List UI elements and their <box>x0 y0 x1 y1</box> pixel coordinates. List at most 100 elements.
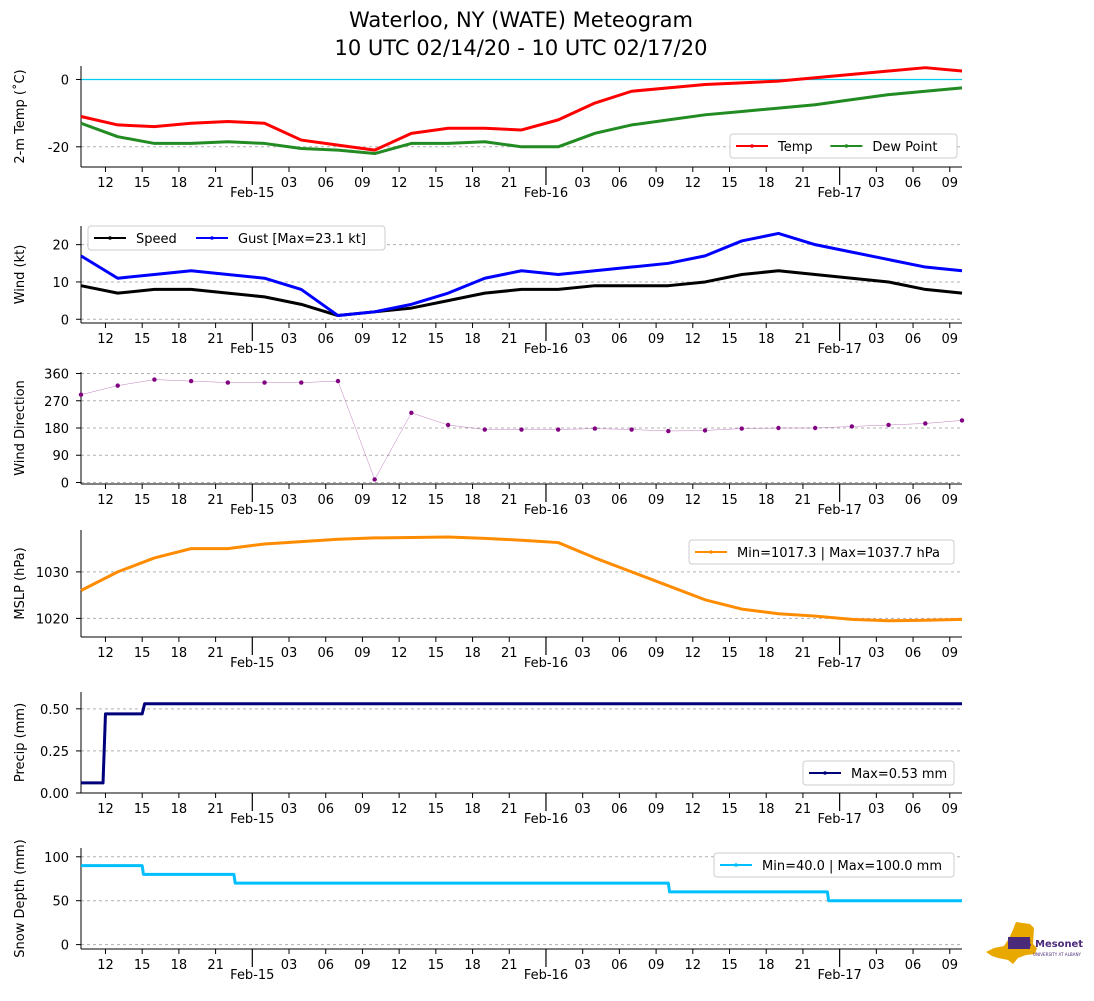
snow-legend-marker <box>734 863 738 867</box>
temp-panel: 0 -20 2-m Temp (˚C) 12 15 18 21 03 06 09 12 15 18 21 0… <box>12 66 963 201</box>
snow-xtick-label: 21 <box>501 958 518 973</box>
wind-xtick-label: 12 <box>685 332 702 347</box>
temp-xtick-label: 15 <box>721 176 738 191</box>
snow-ytick-label: 50 <box>52 895 69 910</box>
mslp-xtick-label: 06 <box>905 646 922 661</box>
precip-xtick-label: 12 <box>97 802 114 817</box>
wind-xtick-label: 18 <box>464 332 481 347</box>
snow-xtick-label: 12 <box>97 958 114 973</box>
precip-xtick-label: 12 <box>391 802 408 817</box>
snow-xtick-label: 12 <box>685 958 702 973</box>
mslp-xtick-label: 21 <box>207 646 224 661</box>
dir-point <box>959 418 965 423</box>
wind-xtick-label: 06 <box>317 332 334 347</box>
wind-speed-line <box>80 269 963 318</box>
precip-xtick-label: 12 <box>685 802 702 817</box>
temp-xtick-label: 15 <box>428 176 445 191</box>
precip-legend-label: Max=0.53 mm <box>851 767 947 782</box>
dir-day-label: Feb-15 <box>230 503 274 518</box>
wind-legend-box <box>87 225 386 251</box>
mslp-day-label: Feb-16 <box>524 656 568 671</box>
mslp-xtick-label: 03 <box>574 646 591 661</box>
precip-xtick-label: 03 <box>574 802 591 817</box>
dir-xtick-label: 21 <box>795 493 812 508</box>
precip-legend-marker <box>823 771 827 775</box>
precip-xtick-label: 15 <box>428 802 445 817</box>
chart-title-line2: 10 UTC 02/14/20 - 10 UTC 02/17/20 <box>335 36 708 60</box>
wind-legend-marker <box>108 236 112 240</box>
wind-xtick-label: 09 <box>941 332 958 347</box>
dir-xtick-label: 09 <box>648 493 665 508</box>
dir-xtick-label: 18 <box>464 493 481 508</box>
precip-xtick-label: 15 <box>721 802 738 817</box>
temp-xtick-label: 09 <box>941 176 958 191</box>
dir-xtick-label: 12 <box>685 493 702 508</box>
dir-xtick-label: 09 <box>941 493 958 508</box>
dir-xtick-label: 03 <box>574 493 591 508</box>
precip-xtick-label: 09 <box>648 802 665 817</box>
snow-xtick-label: 15 <box>721 958 738 973</box>
wind-xtick-label: 15 <box>721 332 738 347</box>
wind-panel: 0 10 20 Wind (kt) 12 15 18 21 03 06 09 12 15 18 21 03 06… <box>13 225 963 357</box>
temp-xtick-label: 03 <box>574 176 591 191</box>
temp-ytick-label: 0 <box>61 73 69 88</box>
snow-legend: Min=40.0 | Max=100.0 mm <box>713 852 955 878</box>
temp-xtick-label: 18 <box>758 176 775 191</box>
dir-xtick-label: 06 <box>905 493 922 508</box>
temp-day-label: Feb-17 <box>818 186 862 201</box>
snow-xtick-label: 03 <box>868 958 885 973</box>
temp-legend-marker <box>750 144 754 148</box>
mslp-legend-label: Min=1017.3 | Max=1037.7 hPa <box>737 546 940 561</box>
dir-xtick-label: 18 <box>171 493 188 508</box>
precip-ytick-label: 0.25 <box>40 745 69 760</box>
mslp-ylabel: MSLP (hPa) <box>13 547 28 619</box>
dir-point <box>262 380 267 385</box>
nys-mesonet-logo: NYS Mesonet UNIVERSITY AT ALBANY <box>986 922 1083 964</box>
snow-legend-box <box>713 852 955 878</box>
snow-day-label: Feb-15 <box>230 968 274 983</box>
wind-xtick-label: 12 <box>391 332 408 347</box>
wind-xtick-label: 03 <box>574 332 591 347</box>
dir-day-label: Feb-16 <box>524 503 568 518</box>
temp-legend-marker <box>844 144 849 148</box>
temp-legend: Temp Dew Point <box>729 133 958 159</box>
dir-xtick-label: 12 <box>391 493 408 508</box>
snow-ytick-label: 100 <box>44 851 69 866</box>
dir-xtick-label: 06 <box>611 493 628 508</box>
snow-xtick-label: 21 <box>207 958 224 973</box>
snow-xtick-label: 18 <box>171 958 188 973</box>
wind-xtick-label: 21 <box>501 332 518 347</box>
temp-xtick-label: 12 <box>97 176 114 191</box>
temp-day-label: Feb-16 <box>524 186 568 201</box>
snow-xtick-label: 12 <box>391 958 408 973</box>
mslp-xtick-label: 03 <box>868 646 885 661</box>
dir-ylabel: Wind Direction <box>13 380 28 476</box>
snow-ylabel: Snow Depth (mm) <box>13 839 28 957</box>
dir-xtick-label: 09 <box>354 493 371 508</box>
dir-point <box>78 392 84 397</box>
temp-xtick-label: 21 <box>207 176 224 191</box>
dir-point <box>299 380 304 385</box>
precip-xtick-label: 18 <box>464 802 481 817</box>
dir-point <box>519 427 524 432</box>
temp-xtick-label: 06 <box>905 176 922 191</box>
wind-xtick-label: 03 <box>868 332 885 347</box>
snow-panel: 0 50 100 Snow Depth (mm) 12 15 18 21 03 06 09 12 15 1… <box>13 839 962 983</box>
wind-ylabel: Wind (kt) <box>13 245 28 305</box>
mslp-xtick-label: 21 <box>795 646 812 661</box>
mslp-xtick-label: 09 <box>941 646 958 661</box>
snow-xtick-label: 15 <box>134 958 151 973</box>
mslp-xtick-label: 03 <box>281 646 298 661</box>
mslp-xtick-label: 06 <box>317 646 334 661</box>
wind-xtick-label: 15 <box>428 332 445 347</box>
dir-point <box>482 427 487 432</box>
snow-xtick-label: 06 <box>611 958 628 973</box>
snow-xtick-label: 18 <box>758 958 775 973</box>
mslp-xtick-label: 15 <box>134 646 151 661</box>
wind-legend: Speed Gust [Max=23.1 kt] <box>87 225 386 251</box>
dir-xtick-label: 21 <box>207 493 224 508</box>
precip-xtick-label: 06 <box>611 802 628 817</box>
mslp-xtick-label: 18 <box>171 646 188 661</box>
snow-ytick-label: 0 <box>61 939 69 954</box>
dir-point <box>115 383 120 388</box>
